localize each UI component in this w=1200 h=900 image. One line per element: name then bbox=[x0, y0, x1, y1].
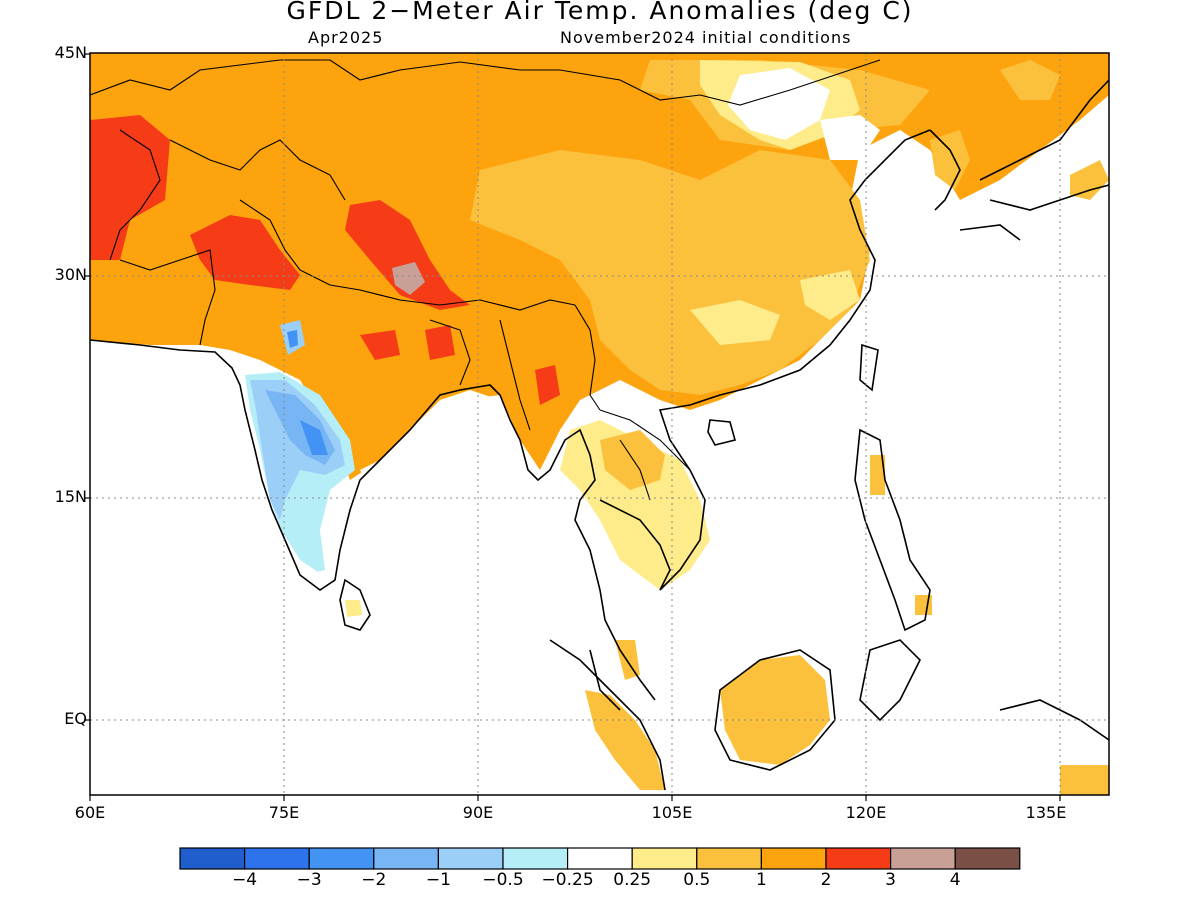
colorbar-label: −1 bbox=[425, 870, 451, 890]
anomaly-region-red bbox=[360, 330, 400, 360]
anomaly-region-india-cool bbox=[287, 330, 298, 348]
colorbar-label: 3 bbox=[885, 870, 897, 890]
initial-conditions-label: November2024 initial conditions bbox=[560, 28, 852, 47]
colorbar-swatch bbox=[889, 847, 956, 870]
colorbar-swatch bbox=[308, 847, 375, 870]
colorbar-swatch bbox=[502, 847, 569, 870]
colorbar-swatch bbox=[437, 847, 504, 870]
colorbar-swatch bbox=[373, 847, 439, 870]
colorbar-swatch bbox=[760, 847, 827, 870]
colorbar-label: 4 bbox=[949, 870, 961, 890]
map-frame bbox=[89, 52, 1110, 796]
colorbar-label: 0.25 bbox=[613, 870, 652, 890]
colorbar-swatch bbox=[244, 847, 310, 870]
anomaly-region-red bbox=[190, 215, 300, 290]
lon-tick-label: 120E bbox=[845, 803, 887, 822]
anomaly-region-japan bbox=[1000, 60, 1060, 100]
ocean-mask bbox=[90, 345, 500, 795]
colorbar-label: 0.5 bbox=[683, 870, 711, 890]
anomaly-region-borneo bbox=[720, 655, 830, 765]
colorbar-label: −3 bbox=[296, 870, 322, 890]
colorbar-label: −0.25 bbox=[541, 870, 594, 890]
colorbar-label: 2 bbox=[820, 870, 832, 890]
colorbar-swatch bbox=[954, 847, 1021, 870]
political-borders bbox=[90, 59, 881, 501]
anomaly-region-new-guinea bbox=[1060, 765, 1109, 795]
anomaly-region-red bbox=[425, 325, 455, 360]
anomaly-region-philippines bbox=[870, 455, 885, 495]
ocean-mask bbox=[860, 200, 1109, 400]
colorbar-swatch bbox=[631, 847, 698, 870]
anomaly-region-red bbox=[535, 365, 560, 405]
lon-tick-label: 105E bbox=[651, 803, 693, 822]
colorbar-label: −2 bbox=[361, 870, 387, 890]
shaded-anomaly-field bbox=[90, 53, 1109, 795]
lon-tick-label: 75E bbox=[268, 803, 300, 822]
colorbar-label: −0.5 bbox=[482, 870, 524, 890]
ocean-mask bbox=[470, 400, 1109, 795]
anomaly-region-sumatra bbox=[585, 690, 665, 790]
valid-month-label: Apr2025 bbox=[308, 28, 384, 47]
anomaly-region-pale-yellow bbox=[800, 270, 860, 320]
lon-tick-label: 90E bbox=[462, 803, 494, 822]
colorbar-swatch bbox=[696, 847, 762, 870]
lat-tick-label: 15N bbox=[54, 487, 87, 506]
colorbar-swatch bbox=[566, 847, 633, 870]
anomaly-region-india-cool bbox=[300, 420, 328, 455]
coastlines bbox=[90, 79, 1109, 791]
lon-tick-label: 135E bbox=[1025, 803, 1067, 822]
lat-tick-label: 30N bbox=[54, 265, 87, 284]
colorbar-label: 1 bbox=[755, 870, 767, 890]
gridlines bbox=[90, 53, 1109, 795]
anomaly-region-brown bbox=[392, 262, 425, 295]
axis-ticks bbox=[84, 53, 1061, 801]
map-title: GFDL 2−Meter Air Temp. Anomalies (deg C) bbox=[286, 0, 914, 25]
colorbar-swatch bbox=[179, 847, 246, 870]
colorbar-swatch bbox=[825, 847, 892, 870]
lon-tick-label: 60E bbox=[74, 803, 106, 822]
anomaly-region-white bbox=[728, 68, 830, 140]
anomaly-region-korea bbox=[930, 130, 970, 190]
anomaly-region-white bbox=[820, 115, 880, 160]
anomaly-region-india-cool bbox=[250, 380, 345, 520]
anomaly-region-pale-yellow bbox=[690, 300, 780, 345]
anomaly-region-indochina bbox=[600, 430, 665, 490]
colorbar bbox=[179, 847, 1021, 870]
lat-tick-label: EQ bbox=[64, 709, 87, 728]
colorbar-label: −4 bbox=[232, 870, 258, 890]
anomaly-region-srilanka bbox=[345, 600, 362, 617]
anomaly-region-red bbox=[345, 200, 470, 310]
anomaly-region-japan bbox=[1070, 160, 1109, 200]
lat-tick-label: 45N bbox=[54, 43, 87, 62]
